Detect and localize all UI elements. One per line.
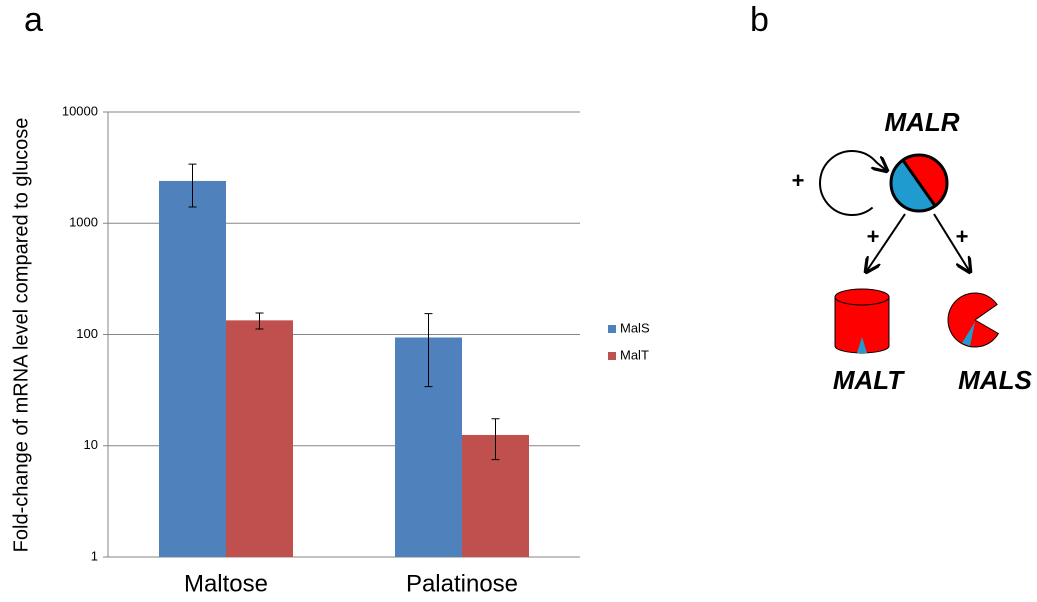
malr-half xyxy=(891,160,936,211)
mals-mark xyxy=(962,322,975,346)
legend-label: MalS xyxy=(620,320,650,335)
bar xyxy=(226,320,293,557)
legend-swatch xyxy=(608,325,616,333)
legend-swatch xyxy=(608,352,616,360)
plot: 1 10 100 1000 10000 Maltose Palatinose MalS MalT xyxy=(62,103,650,597)
malr-half xyxy=(902,155,947,206)
divider xyxy=(901,159,937,207)
y-axis-label: Fold-change of mRNA level compared to gl… xyxy=(10,118,32,553)
error-bar xyxy=(491,418,500,461)
self-loop xyxy=(819,150,887,216)
node-label: MALT xyxy=(833,365,905,395)
malt-top xyxy=(834,288,890,306)
x-tick-label: Maltose xyxy=(184,570,268,597)
panel-label: a xyxy=(24,1,43,39)
malt-mark xyxy=(857,337,867,353)
arrow xyxy=(933,213,970,272)
y-tick-label: 10 xyxy=(84,437,98,452)
error-bar xyxy=(424,313,433,388)
error-bar xyxy=(188,163,197,208)
legend-label: MalT xyxy=(620,347,649,362)
edge-label: + xyxy=(792,168,805,193)
y-tick-label: 1 xyxy=(91,548,98,563)
malr-node xyxy=(889,153,949,213)
mals-node xyxy=(947,292,1000,348)
diagram: MALR MALT MALS + + + xyxy=(792,107,1033,395)
error-bar xyxy=(255,312,264,330)
y-tick-label: 10000 xyxy=(62,103,98,118)
arrow xyxy=(866,213,906,272)
panel-label: b xyxy=(750,1,769,39)
node-label: MALR xyxy=(884,107,959,137)
y-tick-label: 100 xyxy=(76,326,98,341)
edge-label: + xyxy=(867,224,880,249)
y-tick-label: 1000 xyxy=(69,215,98,230)
x-tick-label: Palatinose xyxy=(406,570,518,597)
edge-label: + xyxy=(956,224,969,249)
bar xyxy=(159,180,226,558)
node-label: MALS xyxy=(958,365,1032,395)
